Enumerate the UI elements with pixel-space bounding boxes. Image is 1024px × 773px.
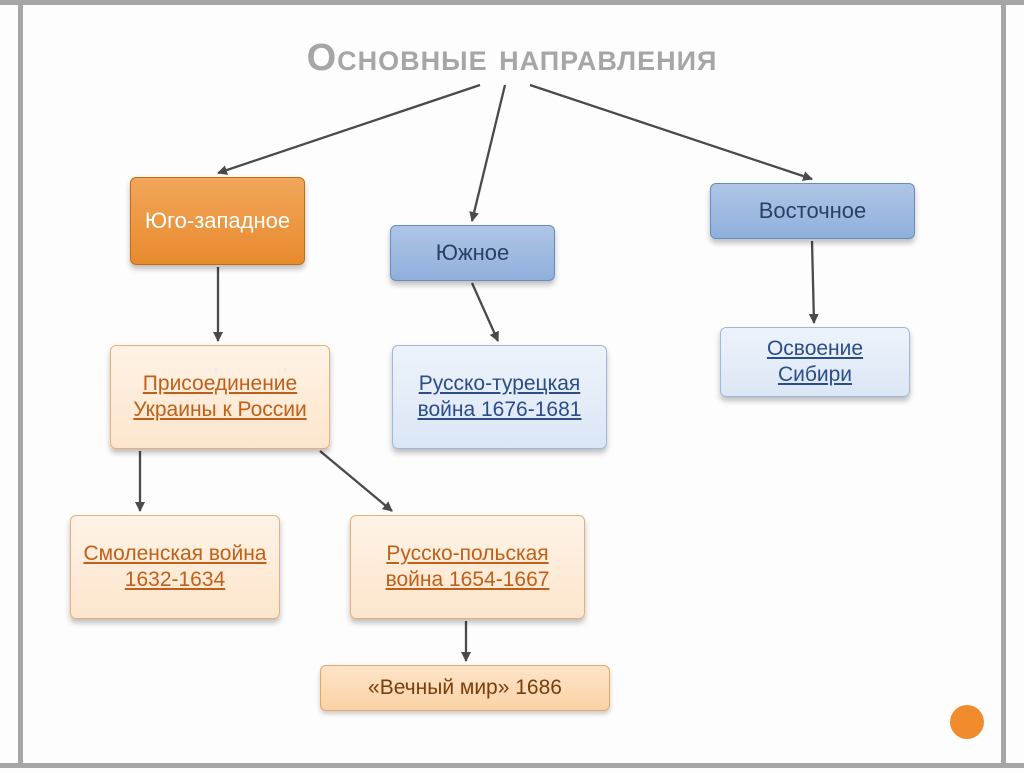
arrow-2 (530, 85, 812, 179)
accent-dot-icon (950, 705, 984, 739)
node-dir_e: Восточное (710, 183, 915, 239)
frame-right (1001, 5, 1006, 763)
node-ukraine[interactable]: Присоединение Украины к России (110, 345, 330, 449)
frame-left (18, 5, 23, 763)
arrow-4 (472, 283, 498, 341)
node-dir_sw: Юго-западное (130, 177, 305, 265)
node-peace: «Вечный мир» 1686 (320, 665, 610, 711)
node-turk[interactable]: Русско-турецкая война 1676-1681 (392, 345, 607, 449)
arrow-5 (812, 241, 814, 323)
node-siberia[interactable]: Освоение Сибири (720, 327, 910, 397)
arrow-1 (472, 85, 505, 221)
node-smolensk[interactable]: Смоленская война 1632-1634 (70, 515, 280, 619)
arrow-0 (218, 85, 480, 173)
node-polish[interactable]: Русско-польская война 1654-1667 (350, 515, 585, 619)
page-title: Основные направления (0, 37, 1024, 80)
arrow-7 (320, 451, 392, 511)
node-dir_s: Южное (390, 225, 555, 281)
